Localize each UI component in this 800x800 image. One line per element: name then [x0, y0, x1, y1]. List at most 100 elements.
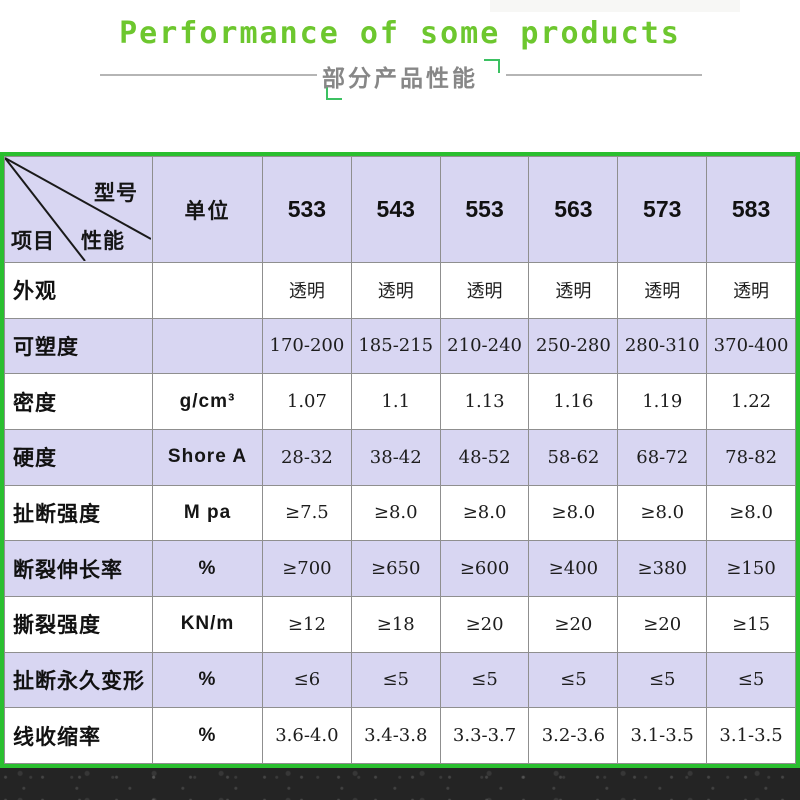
value-cell: ≥8.0	[706, 484, 796, 542]
value-cell: 1.19	[617, 373, 708, 430]
value-cell: ≤6	[262, 651, 352, 709]
value-cell: 透明	[617, 262, 708, 319]
value-cell: ≥150	[706, 540, 796, 597]
corner-header-cell: 型号 项目 性能	[4, 156, 153, 263]
value-cell: 58-62	[528, 428, 619, 486]
row-label: 扯断强度	[4, 484, 153, 542]
row-label: 可塑度	[4, 317, 153, 375]
value-cell: 3.1-3.5	[706, 707, 796, 764]
table-row: 断裂伸长率% ≥700 ≥650 ≥600 ≥400 ≥380 ≥150	[4, 540, 796, 597]
value-cell: 1.07	[262, 373, 352, 430]
value-cell: ≥8.0	[617, 484, 708, 542]
value-cell: 68-72	[617, 428, 708, 486]
row-unit: M pa	[152, 484, 263, 542]
value-cell: ≤5	[528, 651, 619, 709]
value-cell: ≥18	[350, 595, 441, 653]
page-title: Performance of some products	[119, 16, 681, 51]
value-cell: 透明	[350, 262, 441, 319]
value-cell: 1.1	[350, 373, 441, 430]
subtitle-divider-left	[100, 74, 317, 76]
model-column-header: 563	[528, 156, 619, 263]
value-cell: ≥650	[350, 540, 441, 597]
table-row: 硬度 Shore A 28-32 38-42 48-52 58-62 68-72 78-82	[4, 428, 796, 486]
value-cell: 250-280	[528, 317, 619, 375]
value-cell: 1.16	[528, 373, 619, 430]
value-cell: 370-400	[706, 317, 796, 375]
table-row: 扯断永久变形% ≤6 ≤5 ≤5 ≤5 ≤5 ≤5	[4, 651, 796, 709]
table-row: 撕裂强度 KN/m ≥12 ≥18 ≥20 ≥20 ≥20 ≥15	[4, 595, 796, 653]
value-cell: ≥8.0	[350, 484, 441, 542]
value-cell: 透明	[528, 262, 619, 319]
value-cell: ≥20	[617, 595, 708, 653]
value-cell: 28-32	[262, 428, 352, 486]
model-column-header: 583	[706, 156, 796, 263]
row-unit: %	[152, 707, 263, 764]
value-cell: ≥600	[439, 540, 530, 597]
value-cell: 透明	[706, 262, 796, 319]
value-cell: ≥8.0	[528, 484, 619, 542]
value-cell: ≥15	[706, 595, 796, 653]
value-cell: 48-52	[439, 428, 530, 486]
value-cell: ≤5	[617, 651, 708, 709]
row-label: 密度	[4, 373, 153, 430]
row-label: 扯断永久变形	[4, 651, 153, 709]
row-unit: Shore A	[152, 428, 263, 486]
value-cell: 3.4-3.8	[350, 707, 441, 764]
row-unit: %	[152, 651, 263, 709]
corner-bracket-top-right-icon	[484, 59, 500, 73]
value-cell: ≥700	[262, 540, 352, 597]
value-cell: ≤5	[350, 651, 441, 709]
value-cell: ≥380	[617, 540, 708, 597]
value-cell: 3.2-3.6	[528, 707, 619, 764]
bottom-texture-band	[0, 768, 800, 800]
table-row: 扯断强度 M pa ≥7.5 ≥8.0 ≥8.0 ≥8.0 ≥8.0 ≥8.0	[4, 484, 796, 542]
unit-column-header: 单位	[152, 156, 263, 263]
value-cell: ≥12	[262, 595, 352, 653]
row-unit	[152, 262, 263, 319]
value-cell: 78-82	[706, 428, 796, 486]
corner-label-performance: 性能	[81, 230, 125, 253]
value-cell: ≥20	[528, 595, 619, 653]
value-cell: 透明	[439, 262, 530, 319]
model-column-header: 543	[350, 156, 441, 263]
product-performance-table: 型号 项目 性能 单位 533 543 553 563 573 583 外观 透明…	[0, 152, 800, 768]
model-column-header: 533	[262, 156, 352, 263]
top-highlight-strip	[490, 0, 740, 12]
value-cell: ≥7.5	[262, 484, 352, 542]
value-cell: ≥20	[439, 595, 530, 653]
table-header-row: 型号 项目 性能 单位 533 543 553 563 573 583	[4, 156, 796, 263]
value-cell: 透明	[262, 262, 352, 319]
table-row: 可塑度 170-200 185-215 210-240 250-280 280-310 37…	[4, 317, 796, 375]
value-cell: ≥8.0	[439, 484, 530, 542]
value-cell: 185-215	[350, 317, 441, 375]
row-label: 硬度	[4, 428, 153, 486]
value-cell: 1.22	[706, 373, 796, 430]
corner-bracket-bottom-left-icon	[326, 86, 342, 100]
value-cell: 170-200	[262, 317, 352, 375]
value-cell: 280-310	[617, 317, 708, 375]
value-cell: ≤5	[439, 651, 530, 709]
table-row: 线收缩率% 3.6-4.0 3.4-3.8 3.3-3.7 3.2-3.6 3.1-3.5…	[4, 707, 796, 764]
value-cell: ≥400	[528, 540, 619, 597]
row-unit	[152, 317, 263, 375]
table-row: 密度 g/cm³ 1.07 1.1 1.13 1.16 1.19 1.22	[4, 373, 796, 430]
row-label: 线收缩率	[4, 707, 153, 764]
table-row: 外观 透明 透明 透明 透明 透明 透明	[4, 262, 796, 319]
value-cell: 1.13	[439, 373, 530, 430]
corner-label-item: 项目	[11, 230, 55, 253]
row-unit: %	[152, 540, 263, 597]
value-cell: 3.3-3.7	[439, 707, 530, 764]
corner-label-model: 型号	[94, 182, 138, 205]
row-unit: KN/m	[152, 595, 263, 653]
model-column-header: 573	[617, 156, 708, 263]
row-label: 撕裂强度	[4, 595, 153, 653]
page-subtitle: 部分产品性能	[322, 65, 478, 91]
value-cell: 38-42	[350, 428, 441, 486]
row-label: 断裂伸长率	[4, 540, 153, 597]
value-cell: ≤5	[706, 651, 796, 709]
corner-diagonal-lines-icon	[5, 157, 151, 261]
value-cell: 3.6-4.0	[262, 707, 352, 764]
value-cell: 210-240	[439, 317, 530, 375]
row-label: 外观	[4, 262, 153, 319]
row-unit: g/cm³	[152, 373, 263, 430]
